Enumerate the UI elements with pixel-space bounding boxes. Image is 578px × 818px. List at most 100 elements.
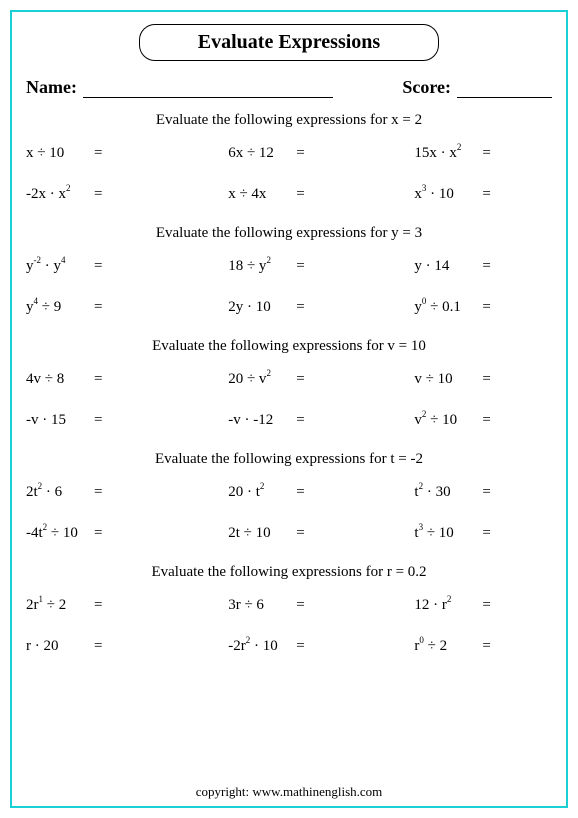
equals-sign: = [94,597,102,614]
expression: -2x · x2 [26,184,86,203]
equals-sign: = [296,484,304,501]
equals-sign: = [94,484,102,501]
expression: t2 · 30 [414,482,474,501]
expression-cell: -v · -12 = [202,410,376,429]
expression: r0 ÷ 2 [414,636,474,655]
equals-sign: = [482,638,490,655]
equals-sign: = [482,484,490,501]
equals-sign: = [482,525,490,542]
name-label: Name: [26,77,77,98]
worksheet-page: Evaluate Expressions Name: Score: Evalua… [10,10,568,808]
expression-cell: -2r2 · 10 = [202,636,376,655]
expression-cell: 4v ÷ 8= [26,369,200,388]
equals-sign: = [482,597,490,614]
expression-cell: y0 ÷ 0.1= [378,297,552,316]
expression-cell: v ÷ 10= [378,369,552,388]
section-heading: Evaluate the following expressions for r… [26,564,552,581]
section-heading: Evaluate the following expressions for t… [26,451,552,468]
expression-cell: x ÷ 10= [26,143,200,162]
expression-cell: 20 ÷ v2 = [202,369,376,388]
expression-cell: r · 20 = [26,636,200,655]
expression: x3 · 10 [414,184,474,203]
expression-row: -2x · x2 = x ÷ 4x= x3 · 10 = [26,184,552,203]
expression: 18 ÷ y2 [228,256,288,275]
equals-sign: = [482,412,490,429]
expression-cell: t3 ÷ 10 = [378,523,552,542]
expression: 6x ÷ 12 [228,145,288,162]
equals-sign: = [482,186,490,203]
expression: -2r2 · 10 [228,636,288,655]
expression-row: 2t2 · 6 = 20 · t2 = t2 · 30 = [26,482,552,501]
expression: 20 · t2 [228,482,288,501]
equals-sign: = [296,299,304,316]
equals-sign: = [94,145,102,162]
expression: y-2 · y4 [26,256,86,275]
section-heading: Evaluate the following expressions for x… [26,112,552,129]
expression: t3 ÷ 10 [414,523,474,542]
equals-sign: = [482,258,490,275]
expression: -v · -12 [228,412,288,429]
expression-cell: 2r1 ÷ 2 = [26,595,200,614]
expression: 2y · 10 [228,299,288,316]
equals-sign: = [296,258,304,275]
equals-sign: = [94,186,102,203]
expression-row: y-2 · y4 = 18 ÷ y2 = y · 14 = [26,256,552,275]
expression-cell: 20 · t2 = [202,482,376,501]
expression: 20 ÷ v2 [228,369,288,388]
equals-sign: = [94,371,102,388]
expression: 2t ÷ 10 [228,525,288,542]
expression: 2t2 · 6 [26,482,86,501]
expression-row: x ÷ 10= 6x ÷ 12 = 15x · x2 = [26,143,552,162]
expression-cell: -2x · x2 = [26,184,200,203]
copyright: copyright: www.mathinenglish.com [12,784,566,800]
expression-cell: t2 · 30 = [378,482,552,501]
expression: y · 14 [414,258,474,275]
expression-cell: 18 ÷ y2 = [202,256,376,275]
page-title: Evaluate Expressions [139,24,439,61]
equals-sign: = [296,525,304,542]
equals-sign: = [94,412,102,429]
expression-row: 4v ÷ 8=20 ÷ v2=v ÷ 10= [26,369,552,388]
expression: 12 · r2 [414,595,474,614]
expression: 15x · x2 [414,143,474,162]
expression-cell: x ÷ 4x= [202,184,376,203]
equals-sign: = [296,638,304,655]
expression-row: r · 20 = -2r2 · 10 = r0 ÷ 2 = [26,636,552,655]
expression: v ÷ 10 [414,371,474,388]
expression: y4 ÷ 9 [26,297,86,316]
equals-sign: = [94,258,102,275]
section-heading: Evaluate the following expressions for v… [26,338,552,355]
expression-cell: -v · 15 = [26,410,200,429]
name-blank [83,80,333,98]
expression-cell: 2t2 · 6 = [26,482,200,501]
section: Evaluate the following expressions for y… [26,225,552,316]
equals-sign: = [296,412,304,429]
expression-cell: -4t2 ÷ 10 = [26,523,200,542]
expression: 2r1 ÷ 2 [26,595,86,614]
expression: 3r ÷ 6 [228,597,288,614]
expression-cell: 2t ÷ 10 = [202,523,376,542]
expression-cell: v2 ÷ 10 = [378,410,552,429]
expression-cell: 12 · r2 = [378,595,552,614]
equals-sign: = [296,145,304,162]
expression-row: y4 ÷ 9= 2y · 10 = y0 ÷ 0.1= [26,297,552,316]
expression: v2 ÷ 10 [414,410,474,429]
expression: x ÷ 4x [228,186,288,203]
expression-cell: y4 ÷ 9= [26,297,200,316]
expression-cell: y-2 · y4 = [26,256,200,275]
expression-cell: r0 ÷ 2 = [378,636,552,655]
score-blank [457,80,552,98]
section: Evaluate the following expressions for v… [26,338,552,429]
expression: -v · 15 [26,412,86,429]
expression: r · 20 [26,638,86,655]
equals-sign: = [296,371,304,388]
section: Evaluate the following expressions for r… [26,564,552,655]
equals-sign: = [94,525,102,542]
section: Evaluate the following expressions for x… [26,112,552,203]
expression: -4t2 ÷ 10 [26,523,86,542]
section: Evaluate the following expressions for t… [26,451,552,542]
expression-cell: 3r ÷ 6 = [202,595,376,614]
expression-row: -v · 15 = -v · -12 = v2 ÷ 10 = [26,410,552,429]
equals-sign: = [296,597,304,614]
equals-sign: = [94,638,102,655]
